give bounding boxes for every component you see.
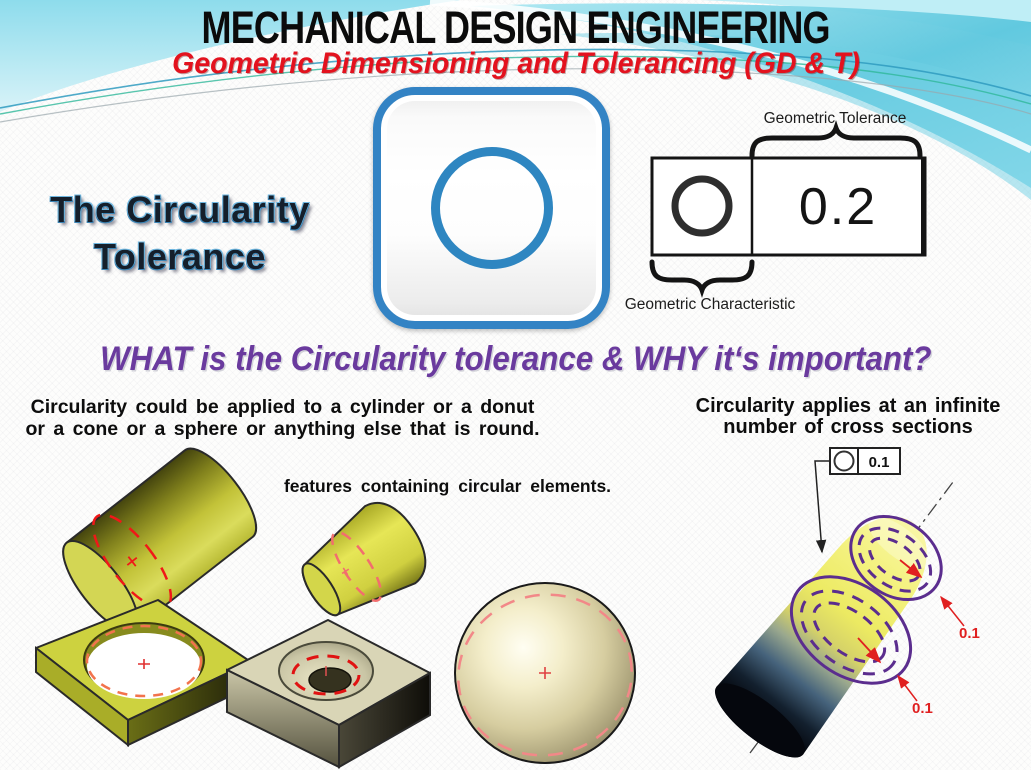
banner-right-swoosh (470, 3, 1031, 188)
circularity-zone-dashed-circle (92, 513, 173, 610)
question-heading: WHAT is the Circularity tolerance & WHY … (99, 340, 932, 378)
subheader: Geometric Dimensioning and Tolerancing (… (0, 47, 1031, 81)
banner-wave-decoration (0, 0, 1031, 200)
cone-figure (301, 501, 427, 617)
fcf-diagram: Geometric Tolerance 0.2 Geometric Charac… (625, 110, 927, 313)
circularity-zone-dashed-circle (85, 624, 203, 698)
center-mark (539, 667, 551, 679)
fcf-tolerance-value: 0.1 (869, 454, 890, 471)
fcf-circularity-icon (833, 450, 855, 472)
center-mark (341, 567, 350, 576)
cross-section-fcf: 0.1 (814, 447, 901, 554)
circularity-zone-dashed-circle (457, 593, 633, 757)
banner-left-wave (0, 0, 460, 112)
page-title: MECHANICAL DESIGN ENGINEERING (201, 2, 830, 53)
center-mark (126, 556, 138, 567)
banner-line-blue (0, 48, 1031, 109)
geometric-characteristic-label: Geometric Characteristic (625, 296, 796, 313)
cone-body (301, 501, 427, 617)
circularity-zone-dashed-circle (291, 654, 361, 696)
block-figure (226, 619, 431, 769)
banner-line-teal (0, 55, 1031, 115)
banner-right-swoosh-inner (560, 32, 1031, 200)
cone-bottom-face (715, 683, 805, 758)
note-left: Circularity could be applied to a cylind… (5, 396, 560, 440)
fcf-leader-arrow (814, 460, 830, 554)
note-left-line1: Circularity could be applied to a cylind… (30, 396, 535, 418)
note-right-line1: Circularity applies at an infinite (695, 395, 1001, 417)
wordart-title: The Circularity Tolerance (15, 186, 345, 280)
fcf-frame (650, 156, 927, 257)
circularity-symbol-icon (430, 147, 553, 269)
banner-top-right-wave (700, 0, 1031, 46)
cone-front-face (301, 562, 342, 617)
page-subtitle: Geometric Dimensioning and Tolerancing (… (171, 47, 860, 80)
note-right: Circularity applies at an infinite numbe… (668, 396, 1028, 438)
hole-bottom (308, 667, 352, 693)
fcf-circularity-icon (671, 175, 733, 237)
header: MECHANICAL DESIGN ENGINEERING (0, 2, 1031, 54)
fcf-bottom-brace (649, 259, 755, 298)
banner-line-gray (0, 68, 1031, 123)
annotation-label-top: 0.1 (959, 625, 980, 642)
center-mark (138, 659, 150, 669)
question-heading-row: WHAT is the Circularity tolerance & WHY … (0, 340, 1031, 379)
geometric-tolerance-label: Geometric Tolerance (764, 110, 907, 127)
banner-white-ribbon (429, 0, 1031, 154)
sphere-figure (454, 582, 636, 764)
cross-section-figure: 0.1 0.1 0.1 (715, 447, 980, 758)
note-left-line2: or a cone or a sphere or anything else t… (25, 418, 540, 440)
cross-section-ring-bottom (789, 575, 913, 685)
plate-figure (35, 599, 252, 748)
wordart-line1: The Circularity (50, 189, 310, 230)
note-right-line2: number of cross sections (723, 416, 973, 438)
circularity-zone-dashed-circle (331, 530, 383, 602)
annotation-label-bottom: 0.1 (912, 700, 933, 717)
wordart-line2: Tolerance (94, 236, 266, 277)
fcf-tolerance-value: 0.2 (799, 178, 877, 236)
annotation-arrow-top (940, 595, 965, 627)
fcf-top-brace (749, 120, 923, 159)
inner-arrow-top (899, 559, 923, 579)
inner-arrow-bottom (857, 637, 882, 664)
cone-top-highlight (868, 516, 930, 569)
block-right-face (338, 671, 431, 769)
circularity-symbol-card (373, 87, 610, 329)
note-middle: features containing circular elements. (283, 476, 612, 496)
annotation-arrow-bottom (897, 674, 918, 702)
